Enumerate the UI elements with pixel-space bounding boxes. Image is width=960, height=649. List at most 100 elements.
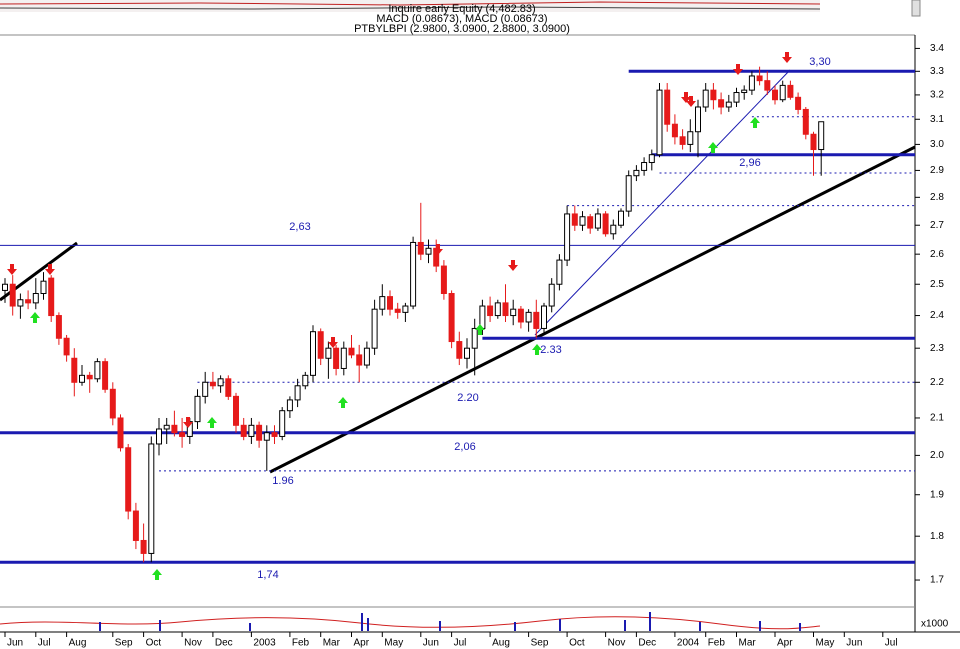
level-label: 1.96 [272, 475, 293, 487]
candle-body [417, 241, 424, 255]
buy-arrow [30, 312, 40, 323]
x-tick-label: Apr [777, 638, 793, 649]
candle-body [40, 280, 47, 295]
candle-body [17, 299, 24, 307]
candle-body [502, 302, 509, 317]
candle-body [94, 361, 101, 380]
x-tick-label: Dec [638, 638, 656, 649]
candle-body [71, 357, 78, 383]
x-tick-label: Oct [146, 638, 162, 649]
candle-body [25, 299, 32, 304]
x-tick-label: Nov [184, 638, 202, 649]
candle-body [618, 210, 624, 226]
x-tick-label: Sep [115, 638, 133, 649]
candle-body [525, 311, 532, 323]
candle-body [310, 331, 316, 376]
candle-body [294, 385, 301, 401]
candle-body [79, 374, 85, 383]
candle-body [109, 388, 116, 419]
candle-body [2, 283, 8, 291]
x-tick-label: Jul [454, 638, 467, 649]
candle-body [194, 395, 201, 423]
y-tick-label: 2.2 [930, 377, 944, 388]
candle-body [32, 293, 39, 304]
sell-arrow [7, 264, 17, 275]
candle-body [263, 432, 270, 441]
candle-body [464, 347, 470, 359]
header-line [0, 6, 821, 10]
x-tick-label: Aug [492, 638, 510, 649]
sell-arrow [681, 92, 691, 103]
x-tick-label: Mar [739, 638, 757, 649]
candle-body [63, 337, 70, 356]
candle-body [764, 80, 771, 91]
candle-body [402, 305, 409, 313]
candle-body [387, 296, 393, 310]
candle-body [579, 216, 586, 226]
candle-body [756, 75, 763, 82]
candle-body [171, 424, 178, 434]
candle-body [240, 424, 247, 437]
sell-arrow [508, 260, 518, 271]
candle-body [209, 381, 216, 387]
candle-body [810, 133, 817, 151]
candle-body [802, 108, 809, 135]
chart-title: Inquire early Equity (4,482.83) [388, 3, 535, 15]
x-tick-label: Jul [38, 638, 51, 649]
candle-body [225, 378, 232, 397]
candle-body [541, 305, 547, 329]
candle-body [664, 89, 671, 125]
candle-body [271, 432, 278, 437]
candle-body [202, 381, 209, 397]
trend-line [534, 69, 791, 336]
volume-bars [99, 612, 801, 631]
y-tick-label: 2.5 [930, 279, 944, 290]
candle-body [610, 224, 617, 235]
candle-body [733, 92, 740, 103]
candle-body [48, 277, 55, 317]
candle-body [625, 175, 632, 212]
y-tick-label: 3.2 [930, 90, 944, 101]
candle-body [510, 308, 517, 317]
y-tick-label: 3.4 [930, 43, 944, 54]
candle-body [379, 296, 386, 310]
candle-body [425, 247, 432, 255]
level-label: 2,63 [289, 221, 310, 233]
level-label: 2,06 [454, 441, 475, 453]
sell-arrow [733, 64, 743, 75]
x-tick-label: Apr [354, 638, 370, 649]
buy-arrow [708, 142, 718, 153]
candle-body [725, 101, 732, 108]
candle-body [333, 347, 340, 369]
x-tick-label: Oct [569, 638, 585, 649]
candle-body [695, 106, 701, 133]
candle-body [533, 311, 540, 329]
level-label: 2.20 [457, 392, 478, 404]
volume-unit: x1000 [921, 619, 949, 630]
buy-arrow [207, 417, 217, 428]
candle-body [656, 89, 663, 156]
x-tick-label: Nov [608, 638, 626, 649]
level-label: 1,74 [257, 569, 278, 581]
candle-body [448, 293, 455, 343]
x-tick-label: Sep [531, 638, 549, 649]
sell-arrow [328, 337, 338, 348]
candle-body [148, 443, 155, 554]
candle-body [602, 213, 609, 235]
x-tick-label: Aug [69, 638, 87, 649]
x-tick-label: Feb [708, 638, 726, 649]
candle-body [795, 96, 802, 110]
candle-body [456, 341, 463, 359]
chart-subtitle: MACD (0.08673), MACD (0.08673) [376, 13, 547, 25]
candle-body [571, 213, 578, 226]
candle-body [633, 169, 640, 177]
candle-body [487, 305, 494, 317]
candle-body [741, 89, 748, 94]
candle-body [410, 241, 417, 307]
candle-body [679, 136, 686, 145]
candle-body [494, 302, 501, 317]
scroll-widget[interactable] [911, 0, 921, 17]
candle-body [671, 123, 678, 138]
y-tick-label: 1.7 [930, 575, 944, 586]
level-label: 2.33 [540, 344, 561, 356]
